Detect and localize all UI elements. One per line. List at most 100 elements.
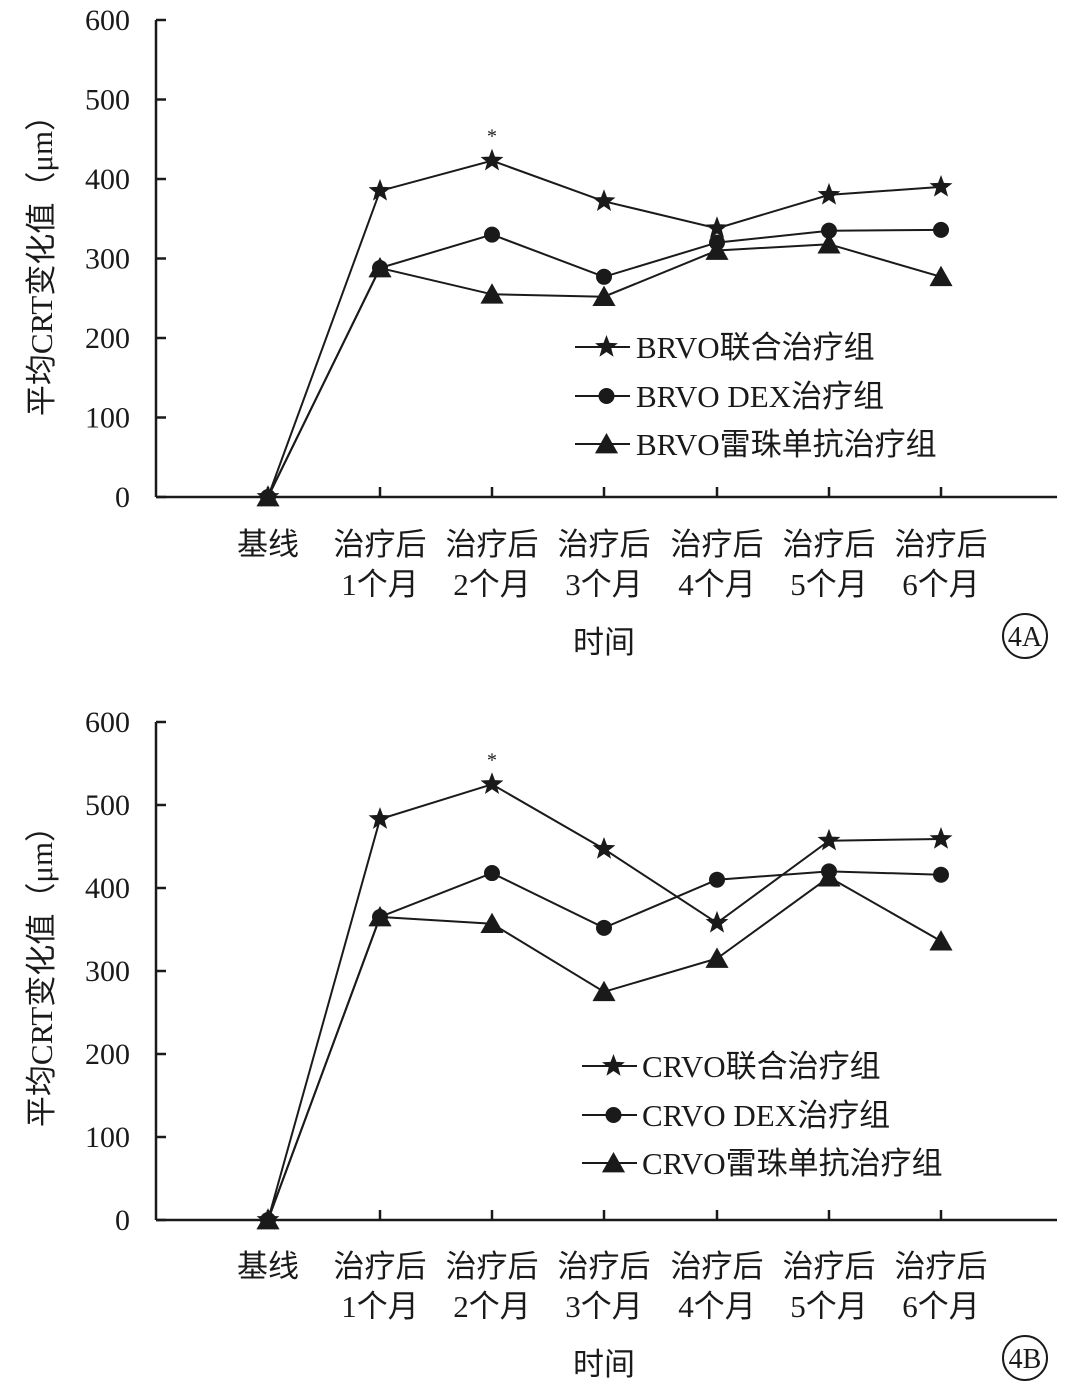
x-category-label-line2: 4个月 xyxy=(678,567,756,602)
panel-badge-circle xyxy=(1002,1335,1048,1381)
data-point-circle xyxy=(933,866,949,883)
data-point-circle xyxy=(596,268,612,285)
panel-badge-label: 4A xyxy=(1008,622,1043,653)
x-category-label-line2: 3个月 xyxy=(565,1289,643,1324)
x-category-label: 治疗后 xyxy=(895,1249,988,1284)
legend-label: CRVO联合治疗组 xyxy=(642,1049,881,1084)
data-point-star xyxy=(817,182,841,205)
y-axis-title: 平均CRT变化值（μm） xyxy=(24,811,59,1127)
significance-asterisk: * xyxy=(487,126,497,148)
data-point-triangle xyxy=(368,257,392,278)
y-tick-label: 0 xyxy=(115,1204,130,1237)
x-category-label-line2: 2个月 xyxy=(453,1289,531,1324)
data-point-triangle xyxy=(705,947,729,968)
y-tick-label: 500 xyxy=(85,789,130,822)
legend: BRVO联合治疗组 BRVO DEX治疗组 BRVO雷珠单抗治疗组 xyxy=(575,330,937,462)
x-category-label: 基线 xyxy=(237,527,299,562)
data-point-triangle xyxy=(705,239,729,260)
data-point-circle xyxy=(709,871,725,888)
legend-marker-star xyxy=(602,1054,625,1076)
data-point-star xyxy=(368,178,392,201)
data-point-triangle xyxy=(480,283,504,304)
data-point-star xyxy=(705,216,729,238)
x-category-label: 治疗后 xyxy=(558,527,651,562)
series-triangle xyxy=(256,233,953,507)
data-point-circle xyxy=(596,919,612,936)
y-tick-label: 100 xyxy=(85,1121,130,1154)
legend-label: BRVO雷珠单抗治疗组 xyxy=(636,427,937,462)
x-category-label-line2: 4个月 xyxy=(678,1289,756,1324)
y-axis-title: 平均CRT变化值（μm） xyxy=(24,100,59,416)
data-point-triangle xyxy=(929,265,953,287)
y-tick-label: 0 xyxy=(115,481,130,514)
y-tick-label: 200 xyxy=(85,1038,130,1071)
data-point-circle xyxy=(821,222,837,239)
data-point-circle xyxy=(484,865,500,882)
data-point-star xyxy=(368,807,392,829)
data-point-star xyxy=(480,148,504,171)
legend-marker-star xyxy=(595,335,618,357)
y-tick-label: 400 xyxy=(85,163,130,196)
series-triangle xyxy=(256,866,953,1230)
significance-asterisk: * xyxy=(487,749,497,771)
x-category-label: 治疗后 xyxy=(783,1249,876,1284)
data-point-triangle xyxy=(368,906,392,927)
data-point-star xyxy=(592,189,616,211)
legend-label: BRVO联合治疗组 xyxy=(636,330,875,365)
x-category-label: 治疗后 xyxy=(671,527,764,562)
x-category-label-line2: 2个月 xyxy=(453,567,531,602)
x-category-label: 治疗后 xyxy=(334,527,427,562)
legend-label: BRVO DEX治疗组 xyxy=(636,379,884,414)
x-category-label-line2: 3个月 xyxy=(565,567,643,602)
legend-marker-triangle xyxy=(594,433,619,454)
x-category-label: 治疗后 xyxy=(446,1249,539,1284)
y-tick-label: 600 xyxy=(85,4,130,37)
legend-marker-circle xyxy=(605,1107,622,1123)
x-category-label: 治疗后 xyxy=(895,527,988,562)
data-point-triangle xyxy=(592,285,616,307)
data-point-star xyxy=(929,174,953,197)
y-tick-label: 600 xyxy=(85,706,130,739)
y-tick-label: 200 xyxy=(85,322,130,355)
x-category-label-line2: 5个月 xyxy=(790,1289,868,1324)
panel-badge-label: 4B xyxy=(1009,1344,1042,1375)
x-category-label: 基线 xyxy=(237,1249,299,1284)
series-star xyxy=(256,148,953,507)
x-category-label-line2: 1个月 xyxy=(341,1289,419,1324)
data-point-triangle xyxy=(480,912,504,934)
x-axis-title: 时间 xyxy=(573,1347,635,1382)
legend-marker-circle xyxy=(598,388,615,404)
legend-marker-triangle xyxy=(601,1152,626,1173)
x-category-label: 治疗后 xyxy=(783,527,876,562)
data-point-star xyxy=(480,772,504,794)
y-tick-label: 100 xyxy=(85,402,130,435)
x-category-label-line2: 5个月 xyxy=(790,567,868,602)
x-category-label-line2: 6个月 xyxy=(902,567,980,602)
data-point-triangle xyxy=(929,930,953,951)
x-category-label: 治疗后 xyxy=(558,1249,651,1284)
data-point-star xyxy=(705,910,729,933)
data-point-star xyxy=(929,827,953,849)
data-point-triangle xyxy=(256,486,280,507)
data-point-star xyxy=(592,836,616,859)
data-point-triangle xyxy=(817,233,841,254)
y-tick-label: 300 xyxy=(85,243,130,276)
x-category-label: 治疗后 xyxy=(446,527,539,562)
y-tick-label: 400 xyxy=(85,872,130,905)
y-tick-label: 500 xyxy=(85,84,130,117)
x-category-label-line2: 1个月 xyxy=(341,567,419,602)
data-point-triangle xyxy=(256,1209,280,1230)
data-point-circle xyxy=(933,221,949,238)
panel-badge-circle xyxy=(1002,613,1048,659)
data-point-circle xyxy=(484,226,500,243)
data-point-star xyxy=(817,828,841,851)
y-tick-label: 300 xyxy=(85,955,130,988)
x-category-label-line2: 6个月 xyxy=(902,1289,980,1324)
legend-label: CRVO雷珠单抗治疗组 xyxy=(642,1146,943,1181)
data-point-triangle xyxy=(817,866,841,887)
legend: CRVO联合治疗组 CRVO DEX治疗组 CRVO雷珠单抗治疗组 xyxy=(582,1049,943,1181)
x-axis-title: 时间 xyxy=(573,625,635,660)
